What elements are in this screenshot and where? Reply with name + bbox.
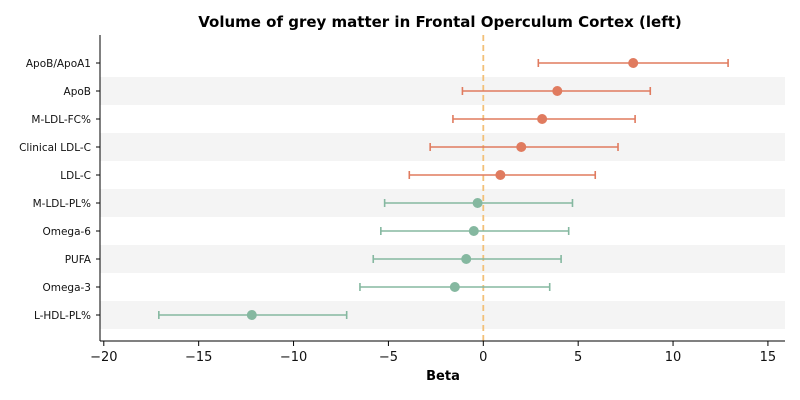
x-tick-label: 5 — [574, 350, 582, 365]
x-tick-label: −5 — [379, 350, 398, 365]
y-tick-label: ApoB/ApoA1 — [26, 58, 91, 70]
points — [246, 58, 639, 320]
point-estimate — [628, 58, 639, 68]
axes — [96, 35, 785, 346]
y-tick-label: M-LDL-FC% — [31, 114, 91, 126]
x-tick-label: −15 — [185, 350, 212, 365]
point-estimate — [516, 142, 527, 152]
y-tick-label: L-HDL-PL% — [34, 310, 91, 322]
chart-title: Volume of grey matter in Frontal Opercul… — [198, 13, 682, 31]
y-tick-labels: ApoB/ApoA1 ApoB M-LDL-FC% Clinical LDL-C LDL… — [19, 58, 92, 322]
x-tick-label: 15 — [760, 350, 777, 365]
y-tick-label: ApoB — [64, 86, 91, 98]
x-tick-labels: −20 −15 −10 −5 0 5 10 15 — [90, 350, 776, 365]
point-estimate — [461, 254, 472, 264]
point-estimate — [468, 226, 479, 236]
point-estimate — [472, 198, 483, 208]
x-tick-label: 10 — [665, 350, 682, 365]
point-estimate — [449, 282, 460, 292]
point-estimate — [537, 114, 548, 124]
point-estimate — [495, 170, 506, 180]
y-tick-label: Omega-6 — [42, 226, 91, 238]
y-tick-label: Clinical LDL-C — [19, 142, 91, 154]
y-tick-label: LDL-C — [60, 170, 91, 182]
y-tick-label: Omega-3 — [42, 282, 91, 294]
x-axis-label: Beta — [426, 369, 460, 384]
x-tick-label: −10 — [280, 350, 307, 365]
x-tick-label: −20 — [90, 350, 117, 365]
x-tick-label: 0 — [479, 350, 487, 365]
point-estimate — [246, 310, 257, 320]
row-band — [100, 77, 785, 105]
y-tick-label: PUFA — [65, 254, 92, 266]
point-estimate — [552, 86, 563, 96]
y-tick-label: M-LDL-PL% — [33, 198, 91, 210]
